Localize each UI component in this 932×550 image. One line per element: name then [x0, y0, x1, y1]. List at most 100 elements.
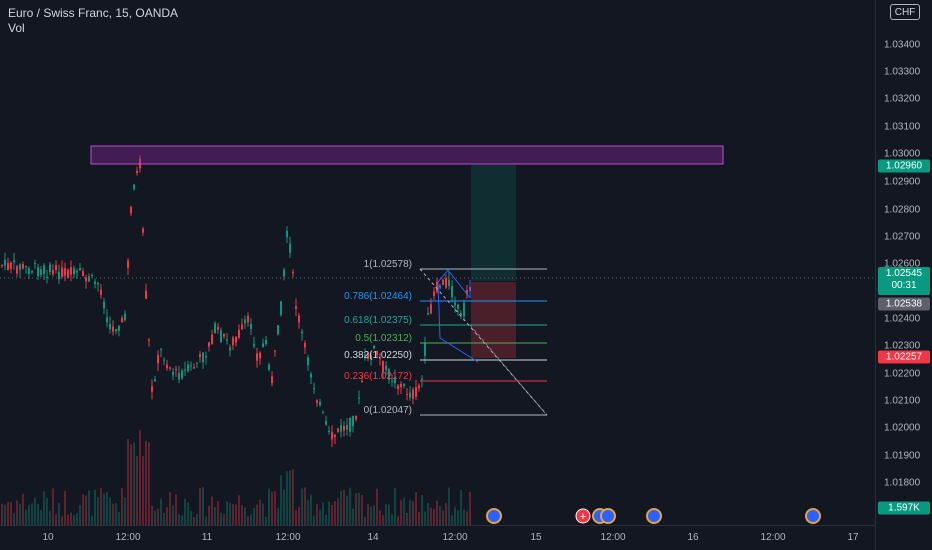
candle-body	[43, 265, 45, 274]
candle-body	[112, 326, 114, 332]
time-axis[interactable]: 10 12:00 11 12:00 14 12:00 15 12:00 16 1…	[0, 525, 875, 550]
candle-body	[259, 352, 261, 359]
volume-indicator-label[interactable]: Vol	[8, 21, 25, 35]
fibonacci-retracement[interactable]	[419, 268, 548, 416]
price-label: 1.03000	[884, 148, 921, 160]
volume-bar	[13, 513, 15, 525]
candle-body	[256, 353, 258, 361]
volume-bar	[208, 505, 210, 525]
fib-label-1: 1(1.02578)	[364, 259, 412, 270]
volume-bar	[268, 488, 270, 525]
price-label: 1.02600	[884, 258, 921, 270]
volume-bar	[253, 507, 255, 525]
candle-body	[196, 362, 198, 364]
volume-bar	[181, 515, 183, 525]
candle-body	[76, 270, 78, 273]
resistance-zone[interactable]	[90, 145, 724, 165]
candle-body	[346, 425, 348, 430]
volume-bar	[202, 487, 204, 525]
position-loss-area[interactable]	[471, 282, 516, 358]
volume-bar	[292, 469, 294, 525]
volume-bar	[460, 489, 462, 525]
candle-body	[175, 368, 177, 370]
volume-bar	[337, 497, 339, 525]
candle-body	[409, 392, 411, 398]
price-label: 1.03200	[884, 93, 921, 105]
candle-body	[307, 357, 309, 366]
volume-bar	[28, 504, 30, 525]
candle-body	[295, 306, 297, 309]
volume-bar	[184, 498, 186, 525]
volume-bar	[100, 487, 102, 525]
candle-body	[7, 262, 9, 270]
price-axis[interactable]: CHF 1.03400 1.03300 1.03200 1.03100 1.03…	[875, 0, 932, 550]
volume-bar	[19, 503, 21, 525]
candle-body	[82, 271, 84, 277]
volume-bar	[85, 495, 87, 525]
volume-bar	[421, 494, 423, 525]
volume-bar	[154, 510, 156, 525]
volume-bar	[157, 508, 159, 525]
event-icon	[646, 508, 662, 524]
candle-body	[187, 364, 189, 372]
candle-body	[403, 384, 405, 387]
candle-body	[136, 170, 138, 174]
volume-bar	[448, 487, 450, 525]
candle-body	[10, 262, 12, 269]
time-label: 12:00	[275, 532, 301, 543]
volume-bar	[166, 506, 168, 525]
volume-bar	[259, 499, 261, 525]
candle-body	[19, 264, 21, 270]
volume-bar	[355, 493, 357, 525]
candle-body	[280, 301, 282, 315]
candle-body	[364, 354, 366, 356]
volume-bar	[136, 456, 138, 525]
candle-body	[106, 317, 108, 323]
candle-body	[124, 313, 126, 321]
volume-bar	[142, 456, 144, 525]
candle-body	[271, 376, 273, 384]
volume-bars	[1, 429, 471, 525]
candle-body	[373, 345, 375, 349]
volume-bar	[418, 511, 420, 525]
fib-label-0: 0(1.02047)	[364, 405, 412, 416]
candle-body	[436, 281, 438, 292]
volume-bar	[94, 489, 96, 525]
candle-body	[70, 267, 72, 275]
candle-body	[250, 324, 252, 330]
price-label: 1.01900	[884, 450, 921, 462]
candle-body	[79, 268, 81, 271]
volume-bar	[358, 492, 360, 525]
price-chart[interactable]: 1(1.02578) 0.786(1.02464) 0.618(1.02375)…	[0, 0, 875, 525]
candle-body	[313, 388, 315, 390]
volume-bar	[415, 492, 417, 525]
candle-body	[148, 339, 150, 341]
event-icon	[486, 508, 502, 524]
candle-body	[223, 334, 225, 337]
candle-body	[421, 378, 423, 380]
volume-bar	[382, 514, 384, 525]
candle-body	[274, 350, 276, 352]
currency-button[interactable]: CHF	[890, 4, 920, 20]
volume-bar	[307, 500, 309, 525]
economic-events[interactable]: +	[486, 508, 821, 524]
volume-bar	[451, 515, 453, 525]
volume-bar	[364, 516, 366, 525]
position-profit-area[interactable]	[471, 165, 516, 281]
volume-bar	[250, 514, 252, 525]
symbol-title[interactable]: Euro / Swiss Franc, 15, OANDA	[8, 6, 179, 20]
price-label: 1.03300	[884, 66, 921, 78]
flag-pattern[interactable]	[437, 269, 479, 363]
candle-body	[166, 364, 168, 369]
volume-bar	[229, 503, 231, 525]
candle-body	[268, 364, 270, 370]
time-label: 10	[42, 532, 54, 543]
volume-bar	[286, 471, 288, 525]
volume-bar	[298, 506, 300, 525]
price-label: 1.02200	[884, 368, 921, 380]
candle-body	[214, 323, 216, 333]
volume-bar	[310, 494, 312, 525]
volume-bar	[127, 439, 129, 525]
volume-bar	[196, 514, 198, 525]
price-label: 1.02900	[884, 176, 921, 188]
